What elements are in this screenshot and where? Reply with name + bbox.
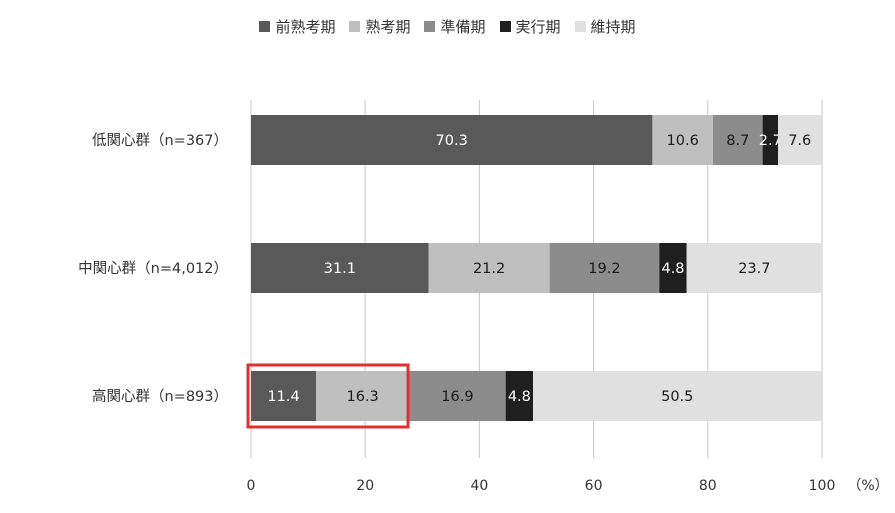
legend-label: 前熟考期 (275, 18, 336, 36)
legend-label: 熟考期 (365, 18, 411, 36)
bar-segment (652, 115, 713, 165)
data-label: 8.7 (726, 133, 749, 149)
legend-label: 実行期 (515, 18, 561, 36)
legend-swatch (499, 21, 511, 32)
legend-swatch (574, 21, 586, 32)
legend-label: 維持期 (590, 18, 636, 36)
bar-segment (712, 115, 763, 165)
x-tick-label: 20 (356, 478, 374, 494)
x-unit-label: （%） (847, 478, 888, 494)
legend-swatch (259, 21, 271, 32)
legend-item: 前熟考期 (259, 16, 335, 37)
legend-label: 準備期 (440, 18, 486, 36)
data-label: 4.8 (661, 261, 684, 277)
data-label: 10.6 (667, 133, 699, 149)
highlight-box (246, 363, 410, 429)
legend-item: 熟考期 (349, 16, 410, 37)
bar-segment (251, 115, 653, 165)
data-label: 50.5 (661, 389, 693, 405)
legend-item: 実行期 (499, 16, 561, 37)
data-label: 23.7 (738, 261, 770, 277)
x-tick-label: 80 (699, 478, 717, 494)
x-tick-label: 60 (585, 478, 603, 494)
data-label: 70.3 (436, 133, 468, 149)
legend-swatch (424, 21, 436, 32)
data-label: 19.2 (588, 261, 620, 277)
data-label: 2.7 (759, 133, 782, 149)
bar-segment (251, 243, 429, 293)
bar-segment (778, 115, 822, 165)
legend: 前熟考期 熟考期 準備期 実行期 維持期 (0, 16, 895, 37)
legend-item: 維持期 (574, 16, 636, 37)
bar-segment (659, 243, 687, 293)
category-label: 高関心群（n=893） (92, 388, 228, 405)
bar-segment (428, 243, 550, 293)
bar-segment (686, 243, 822, 293)
data-label: 16.3 (346, 389, 378, 405)
x-tick-label: 40 (470, 478, 488, 494)
legend-swatch (349, 21, 361, 32)
x-tick-label: 100 (809, 478, 836, 494)
category-label: 中関心群（n=4,012） (78, 260, 228, 277)
data-label: 16.9 (441, 389, 473, 405)
data-label: 4.8 (508, 389, 531, 405)
bar-segment (251, 371, 317, 421)
bar-segment (316, 371, 410, 421)
data-label: 31.1 (324, 261, 356, 277)
legend-item: 準備期 (424, 16, 486, 37)
category-label: 低関心群（n=367） (92, 132, 228, 149)
data-label: 21.2 (473, 261, 505, 277)
bar-segment (409, 371, 506, 421)
bar-segment (549, 243, 660, 293)
bar-segment (533, 371, 822, 421)
data-label: 11.4 (267, 389, 299, 405)
x-tick-label: 0 (247, 478, 256, 494)
bar-segment (505, 371, 534, 421)
data-label: 7.6 (788, 133, 811, 149)
bar-segment (762, 115, 779, 165)
